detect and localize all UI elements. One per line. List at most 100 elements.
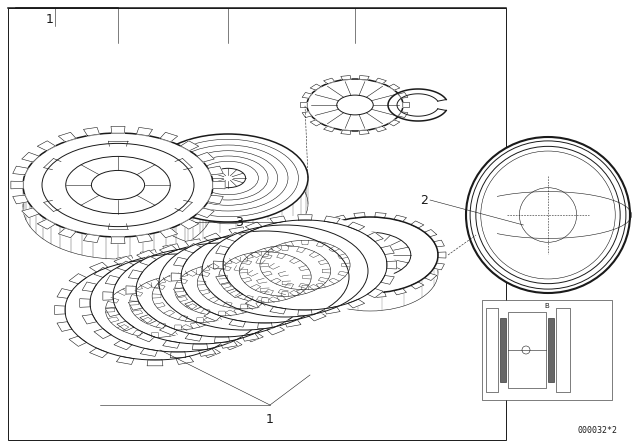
Polygon shape (57, 289, 72, 298)
Polygon shape (308, 286, 318, 294)
Polygon shape (381, 276, 394, 284)
Bar (548, 318, 554, 382)
Polygon shape (301, 270, 316, 279)
Polygon shape (214, 337, 230, 342)
Polygon shape (170, 352, 186, 358)
Polygon shape (223, 336, 241, 346)
Polygon shape (13, 166, 28, 175)
Polygon shape (129, 301, 143, 310)
Polygon shape (329, 301, 345, 310)
Polygon shape (202, 348, 220, 358)
Ellipse shape (56, 255, 254, 365)
Polygon shape (140, 348, 157, 356)
Polygon shape (163, 340, 180, 348)
Polygon shape (296, 263, 307, 270)
Text: B: B (545, 303, 549, 309)
Polygon shape (212, 181, 225, 189)
Polygon shape (105, 307, 120, 317)
Polygon shape (140, 250, 157, 258)
Polygon shape (129, 270, 143, 279)
Polygon shape (117, 321, 134, 331)
Polygon shape (387, 261, 397, 269)
Polygon shape (111, 126, 125, 133)
Polygon shape (375, 292, 386, 297)
Polygon shape (287, 314, 304, 324)
Polygon shape (375, 78, 387, 84)
Polygon shape (238, 322, 253, 332)
Polygon shape (242, 239, 259, 246)
Bar (8, 8, 506, 440)
Polygon shape (394, 215, 406, 222)
Polygon shape (434, 263, 444, 270)
Polygon shape (198, 348, 216, 356)
Ellipse shape (173, 226, 357, 327)
Polygon shape (94, 267, 111, 277)
Polygon shape (94, 328, 111, 339)
Polygon shape (214, 261, 223, 269)
Polygon shape (116, 255, 134, 264)
Polygon shape (57, 322, 72, 332)
Polygon shape (399, 112, 408, 117)
Polygon shape (342, 257, 356, 266)
Polygon shape (180, 219, 198, 229)
Polygon shape (394, 289, 406, 295)
Polygon shape (285, 227, 301, 234)
Polygon shape (403, 103, 410, 108)
Polygon shape (197, 208, 214, 218)
Ellipse shape (466, 137, 630, 293)
Polygon shape (280, 276, 295, 285)
Polygon shape (333, 289, 346, 295)
Polygon shape (82, 314, 97, 324)
Polygon shape (246, 332, 263, 342)
Polygon shape (316, 221, 329, 228)
Polygon shape (316, 282, 329, 289)
Polygon shape (83, 234, 99, 243)
Polygon shape (359, 75, 369, 80)
Text: 000032*2: 000032*2 (578, 426, 618, 435)
Polygon shape (329, 244, 345, 253)
Polygon shape (185, 244, 201, 253)
Polygon shape (367, 232, 383, 241)
Polygon shape (173, 257, 188, 266)
Polygon shape (140, 314, 157, 324)
Polygon shape (103, 292, 113, 300)
Polygon shape (259, 282, 274, 292)
Polygon shape (266, 261, 283, 271)
Polygon shape (301, 103, 307, 108)
Polygon shape (411, 221, 424, 228)
Polygon shape (294, 252, 302, 258)
Text: 3: 3 (235, 215, 243, 228)
Bar (482, 300, 612, 400)
Ellipse shape (159, 236, 329, 330)
Polygon shape (287, 256, 304, 266)
Polygon shape (22, 152, 39, 162)
Polygon shape (22, 208, 39, 218)
Polygon shape (173, 288, 188, 297)
Polygon shape (90, 348, 108, 358)
Polygon shape (324, 306, 340, 314)
Polygon shape (111, 237, 125, 244)
Polygon shape (287, 292, 297, 300)
Polygon shape (69, 336, 86, 346)
Ellipse shape (23, 133, 213, 237)
Ellipse shape (215, 215, 396, 314)
Bar (500, 318, 506, 382)
Polygon shape (301, 301, 316, 310)
Polygon shape (224, 340, 242, 350)
Polygon shape (245, 328, 262, 339)
Polygon shape (197, 152, 214, 162)
Polygon shape (270, 306, 286, 314)
Polygon shape (266, 299, 276, 307)
Polygon shape (220, 340, 237, 348)
Polygon shape (224, 256, 242, 266)
Polygon shape (163, 244, 180, 252)
Text: 1: 1 (46, 13, 54, 26)
Polygon shape (160, 132, 178, 142)
Polygon shape (298, 215, 312, 220)
Polygon shape (411, 282, 424, 289)
Polygon shape (147, 360, 163, 366)
Polygon shape (137, 332, 154, 342)
Polygon shape (270, 216, 286, 224)
Polygon shape (341, 130, 351, 134)
Polygon shape (267, 326, 285, 335)
